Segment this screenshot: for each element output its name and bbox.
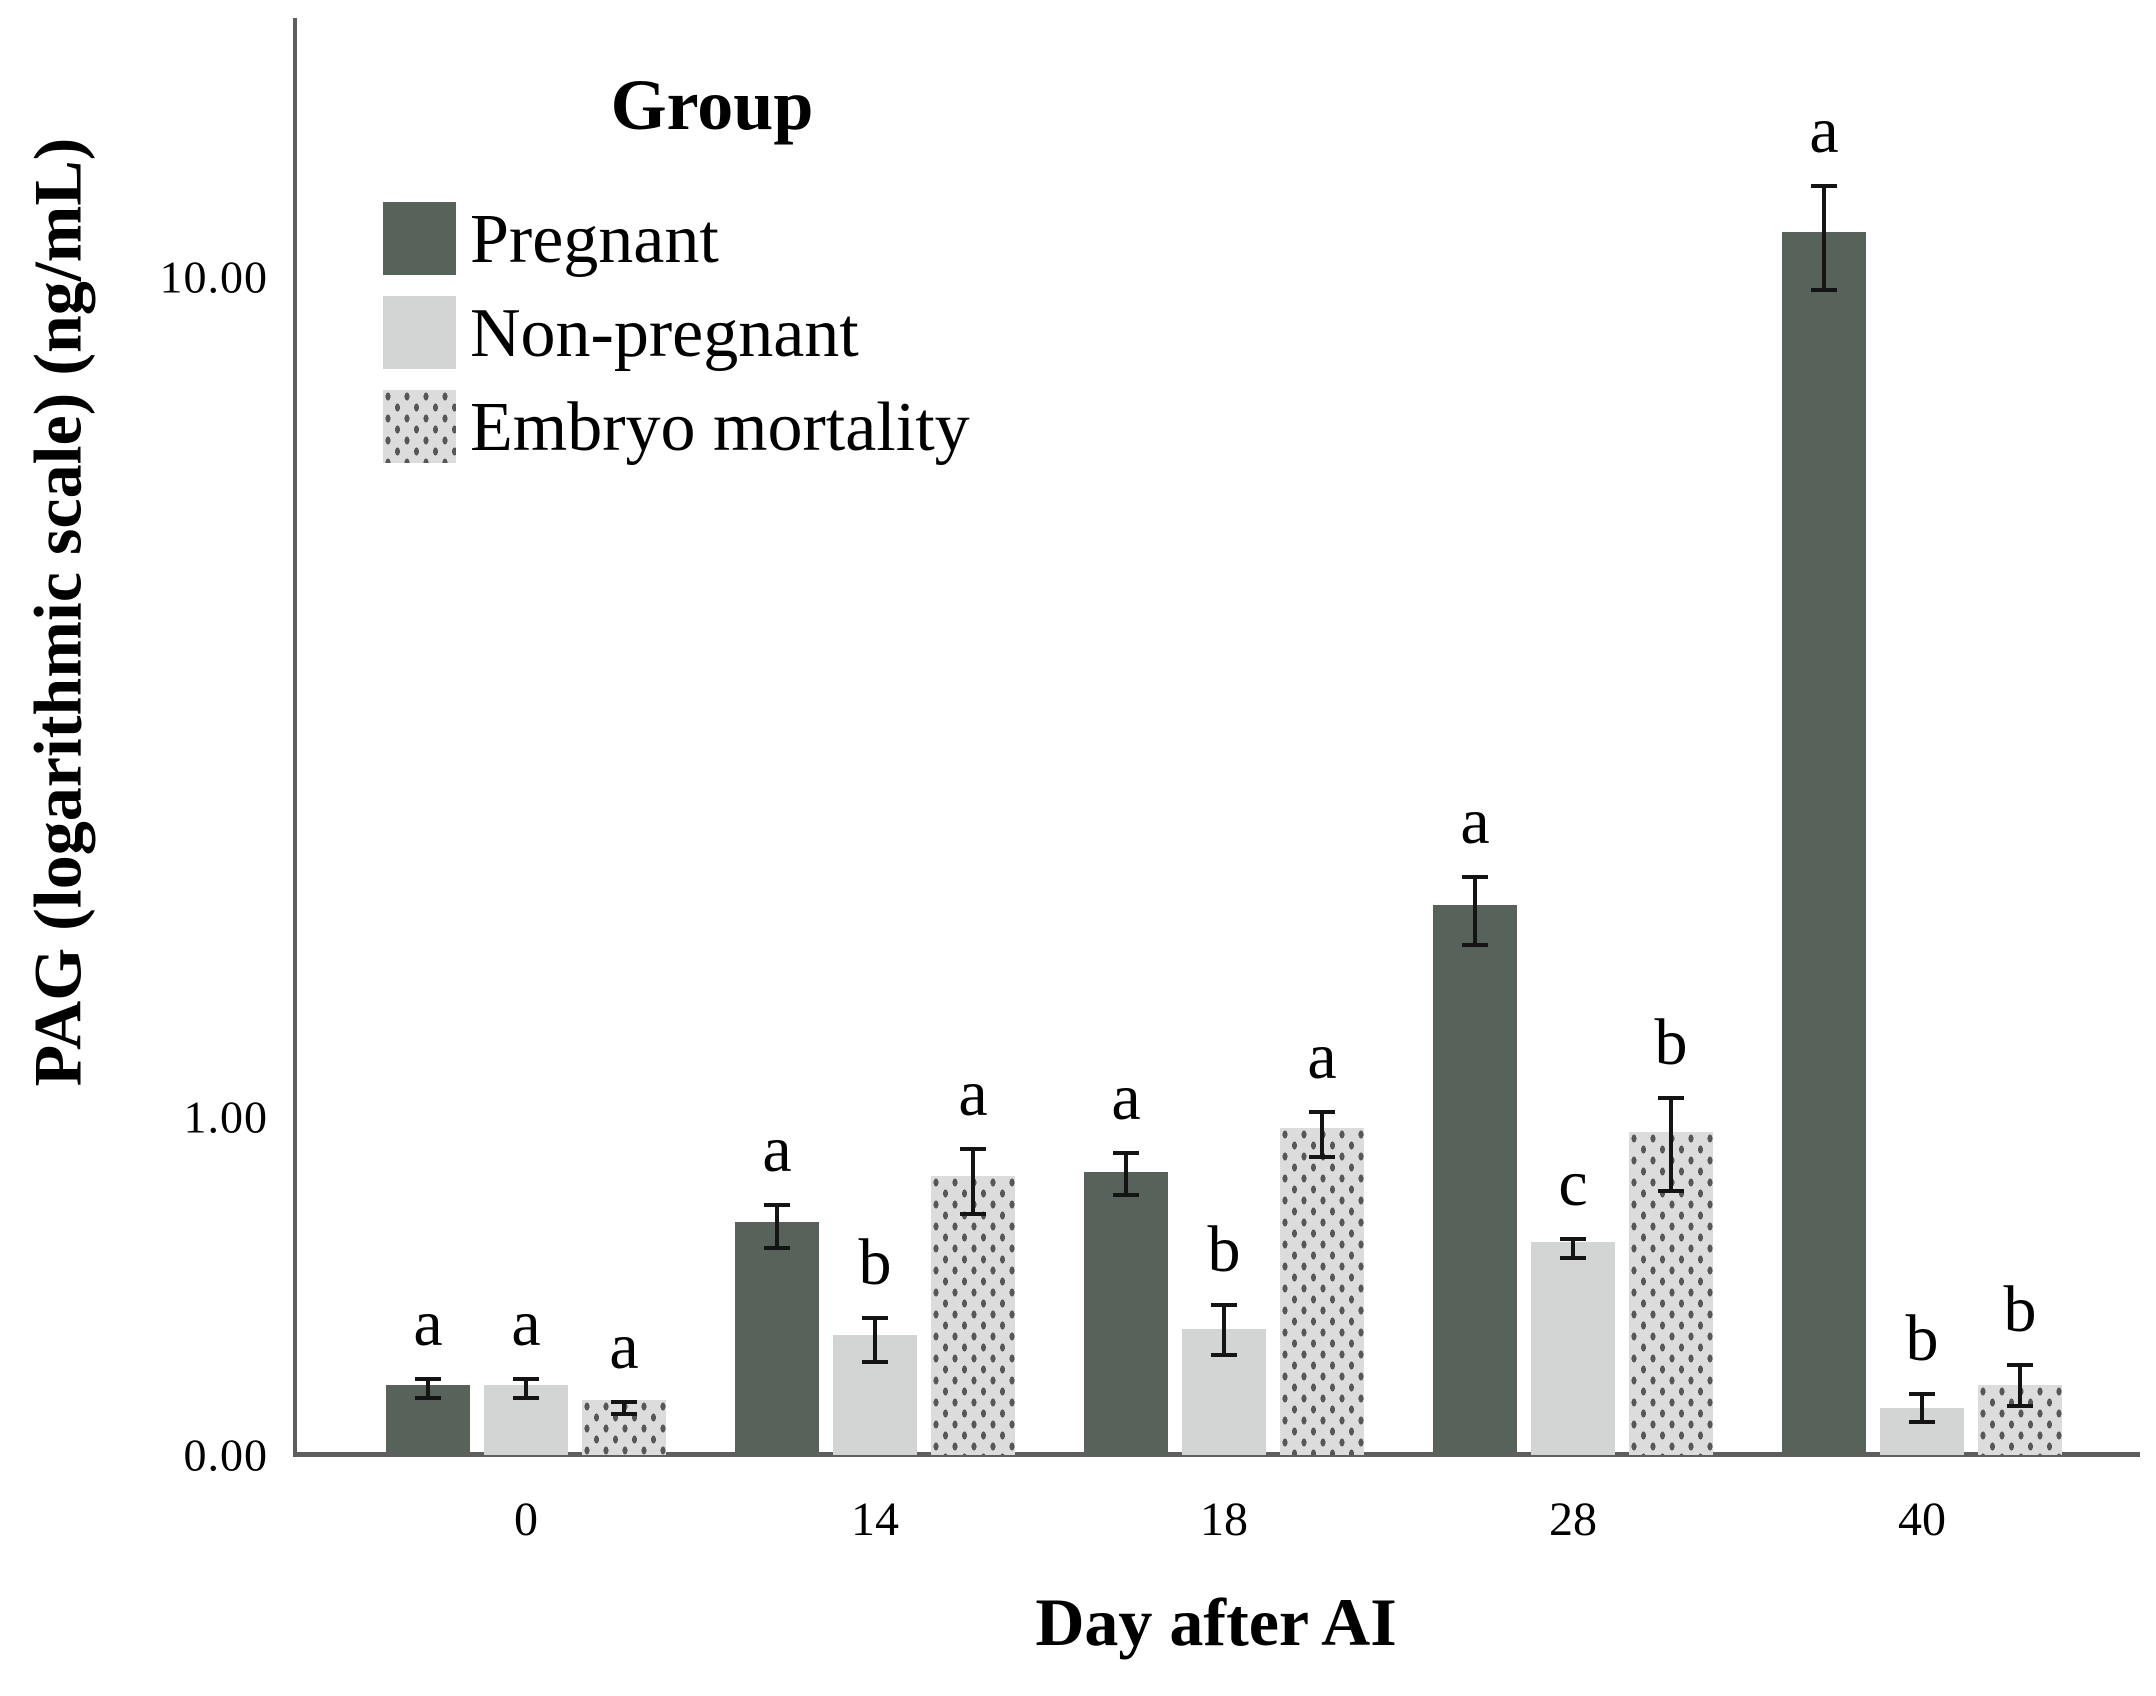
x-tick-label: 40 <box>1898 1493 1946 1546</box>
significance-letter: a <box>1809 94 1839 168</box>
significance-letter: b <box>858 1225 892 1299</box>
y-axis-title: PAG (logarithmic scale) (ng/mL) <box>19 137 96 1087</box>
legend-label: Pregnant <box>470 201 719 278</box>
bar-solid_dark-day14 <box>735 1221 819 1455</box>
legend-title: Group <box>610 65 814 145</box>
significance-letter: b <box>1654 1005 1688 1079</box>
significance-letter: b <box>1207 1213 1241 1287</box>
bar-dotted-day14 <box>931 1176 1015 1455</box>
significance-letter: b <box>1905 1302 1939 1376</box>
significance-letter: a <box>1111 1061 1141 1135</box>
x-tick-label: 18 <box>1200 1493 1248 1546</box>
legend-swatch-solid_dark <box>383 202 456 275</box>
significance-letter: a <box>413 1287 443 1361</box>
error-bar <box>1658 1095 1684 1193</box>
error-bar <box>1113 1151 1139 1198</box>
bar-solid_dark-day18 <box>1084 1172 1168 1455</box>
error-bar <box>960 1147 986 1216</box>
significance-letter: a <box>762 1112 792 1186</box>
error-bar <box>862 1315 888 1364</box>
x-axis-title: Day after AI <box>1035 1584 1397 1660</box>
significance-letter: c <box>1558 1146 1588 1220</box>
error-bar <box>2007 1362 2033 1409</box>
error-bar <box>1309 1109 1335 1160</box>
error-bar <box>513 1377 539 1401</box>
legend-label: Embryo mortality <box>470 389 970 466</box>
y-tick-label: 1.00 <box>183 1091 268 1143</box>
error-bar <box>1560 1236 1586 1261</box>
bar-solid_dark-day40 <box>1782 232 1866 1455</box>
error-bar <box>415 1377 441 1401</box>
y-axis-line <box>293 18 297 1457</box>
bar-dotted-day18 <box>1280 1128 1364 1455</box>
y-tick-label: 10.00 <box>159 251 268 303</box>
significance-letter: b <box>2003 1272 2037 1346</box>
significance-letter: a <box>1460 785 1490 859</box>
significance-letter: a <box>958 1057 988 1131</box>
legend-swatch-dotted <box>383 390 456 463</box>
bar-solid_light-day28 <box>1531 1241 1615 1455</box>
x-tick-label: 0 <box>514 1493 538 1546</box>
significance-letter: a <box>511 1287 541 1361</box>
legend-swatch-solid_light <box>383 296 456 369</box>
error-bar <box>1909 1392 1935 1425</box>
x-tick-label: 14 <box>851 1493 899 1546</box>
y-tick-label: 0.00 <box>183 1429 268 1481</box>
error-bar <box>764 1202 790 1250</box>
significance-letter: a <box>1307 1019 1337 1093</box>
error-bar <box>1462 875 1488 947</box>
x-tick-label: 28 <box>1549 1493 1597 1546</box>
error-bar <box>1811 184 1837 293</box>
significance-letter: a <box>609 1310 639 1384</box>
bar-solid_dark-day28 <box>1433 904 1517 1455</box>
error-bar <box>611 1400 637 1417</box>
error-bar <box>1211 1303 1237 1357</box>
legend-label: Non-pregnant <box>470 295 859 372</box>
